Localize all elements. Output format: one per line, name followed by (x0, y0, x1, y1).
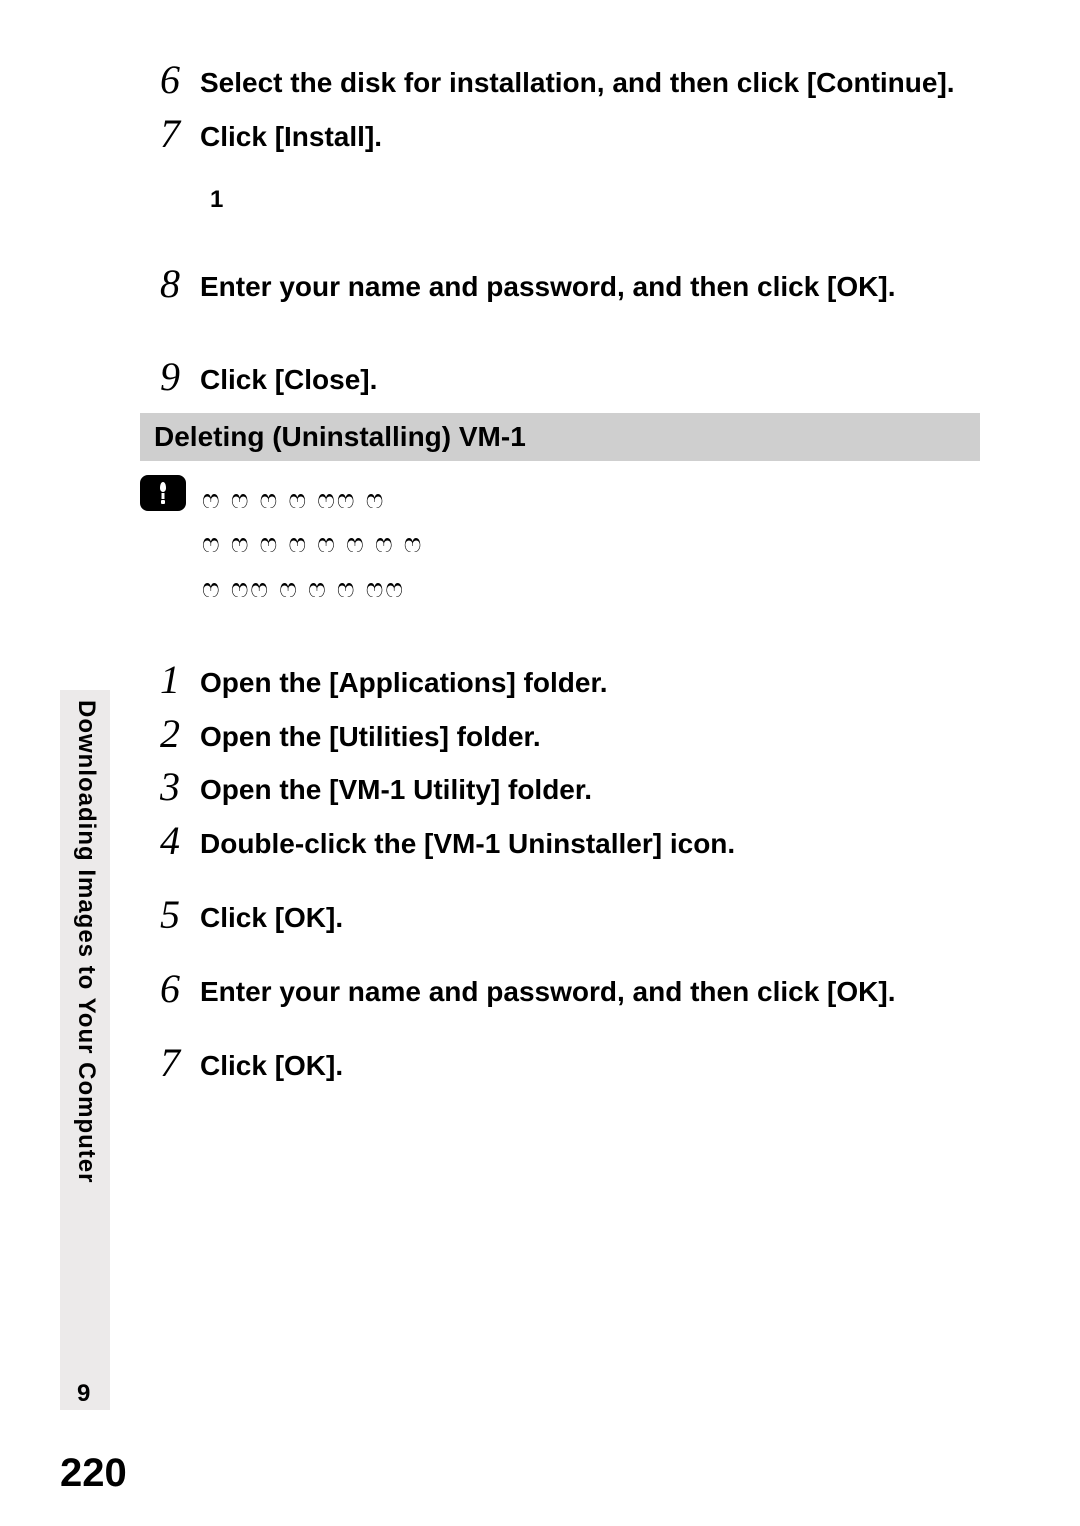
caution-text: ෆ ෆ ෆ ෆ ෆෆ ෆ ෆ ෆ ෆ ෆ ෆ ෆ ෆ ෆ ෆ ෆෆ ෆ ෆ ෆ … (202, 475, 980, 610)
step-number: 3 (140, 767, 180, 807)
step-number: 4 (140, 821, 180, 861)
caution-line: ෆ ෆ ෆ ෆ ෆෆ ෆ (202, 477, 980, 521)
step-text: Open the [VM-1 Utility] folder. (200, 767, 980, 809)
step-text: Enter your name and password, and then c… (200, 264, 980, 306)
step-number: 8 (140, 264, 180, 304)
sub-marker: 1 (210, 186, 980, 214)
install-step: 7 Click [Install]. (140, 114, 980, 156)
uninstall-step: 1 Open the [Applications] folder. (140, 660, 980, 702)
step-number: 9 (140, 357, 180, 397)
step-text: Open the [Utilities] folder. (200, 714, 980, 756)
step-text: Click [OK]. (200, 1043, 980, 1085)
caution-line: ෆ ෆ ෆ ෆ ෆ ෆ ෆ ෆ (202, 521, 980, 565)
section-heading: Deleting (Uninstalling) VM-1 (140, 413, 980, 461)
uninstall-step: 4 Double-click the [VM-1 Uninstaller] ic… (140, 821, 980, 863)
caution-line: ෆ ෆෆ ෆ ෆ ෆ ෆෆ (202, 566, 980, 610)
install-step: 9 Click [Close]. (140, 357, 980, 399)
sidebar-label: Downloading Images to Your Computer (70, 700, 100, 1183)
step-number: 5 (140, 895, 180, 935)
install-step: 8 Enter your name and password, and then… (140, 264, 980, 306)
uninstall-step: 3 Open the [VM-1 Utility] folder. (140, 767, 980, 809)
step-number: 6 (140, 969, 180, 1009)
step-number: 2 (140, 714, 180, 754)
sidebar-chapter-number: 9 (77, 1380, 90, 1408)
step-number: 7 (140, 1043, 180, 1083)
uninstall-step: 2 Open the [Utilities] folder. (140, 714, 980, 756)
step-text: Click [Close]. (200, 357, 980, 399)
step-number: 1 (140, 660, 180, 700)
caution-icon (140, 475, 186, 511)
step-text: Double-click the [VM-1 Uninstaller] icon… (200, 821, 980, 863)
uninstall-step: 6 Enter your name and password, and then… (140, 969, 980, 1011)
step-number: 7 (140, 114, 180, 154)
step-text: Select the disk for installation, and th… (200, 60, 980, 102)
step-text: Click [Install]. (200, 114, 980, 156)
uninstall-step: 5 Click [OK]. (140, 895, 980, 937)
step-number: 6 (140, 60, 180, 100)
step-text: Open the [Applications] folder. (200, 660, 980, 702)
page-number: 220 (60, 1451, 127, 1496)
uninstall-step: 7 Click [OK]. (140, 1043, 980, 1085)
install-step: 6 Select the disk for installation, and … (140, 60, 980, 102)
caution-block: ෆ ෆ ෆ ෆ ෆෆ ෆ ෆ ෆ ෆ ෆ ෆ ෆ ෆ ෆ ෆ ෆෆ ෆ ෆ ෆ … (140, 475, 980, 610)
manual-page: 6 Select the disk for installation, and … (0, 0, 1080, 1526)
step-text: Enter your name and password, and then c… (200, 969, 980, 1011)
step-text: Click [OK]. (200, 895, 980, 937)
